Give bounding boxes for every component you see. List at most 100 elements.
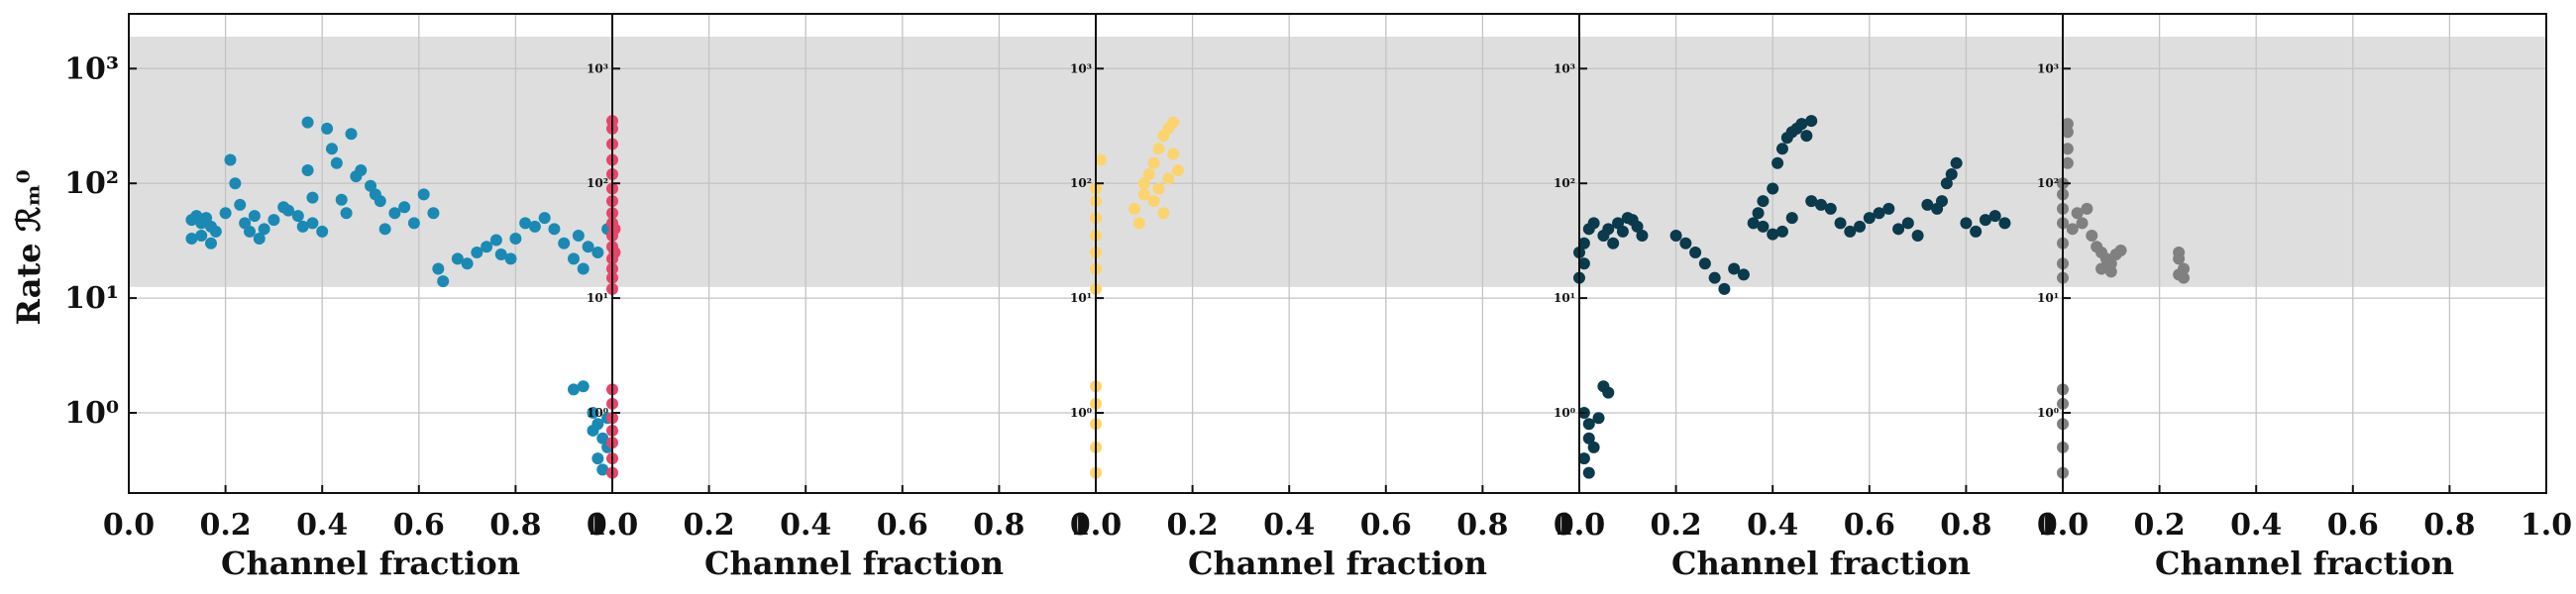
- data-point: [417, 188, 430, 201]
- data-point: [451, 252, 464, 265]
- data-point: [1757, 195, 1770, 208]
- data-point: [1607, 237, 1620, 249]
- data-point: [374, 195, 386, 208]
- data-point: [1805, 195, 1818, 208]
- y-tick-label: 10⁰: [1554, 406, 1575, 420]
- data-point: [185, 232, 198, 245]
- data-point: [1771, 156, 1784, 169]
- data-point: [2071, 207, 2084, 220]
- x-tick-label: 1.0: [1070, 508, 1122, 543]
- data-point: [1582, 432, 1595, 445]
- data-point: [248, 210, 261, 223]
- data-point: [1892, 223, 1905, 236]
- shaded-band: [1579, 36, 2063, 287]
- data-point: [1824, 202, 1837, 215]
- data-point: [234, 198, 247, 211]
- data-point: [325, 143, 338, 155]
- data-point: [577, 380, 590, 393]
- x-tick-label: 0.0: [103, 508, 155, 543]
- data-point: [209, 225, 222, 238]
- data-point: [407, 217, 420, 230]
- data-point: [587, 406, 599, 419]
- data-point: [1979, 214, 1991, 227]
- x-axis-label: Channel fraction: [1671, 544, 1971, 582]
- x-tick-label: 1.0: [2521, 508, 2572, 543]
- data-point: [330, 156, 343, 169]
- y-tick-label: 10⁰: [587, 406, 608, 420]
- data-point: [504, 252, 517, 265]
- data-point: [355, 163, 368, 176]
- data-point: [1708, 271, 1721, 284]
- data-point: [591, 246, 604, 258]
- x-axis-label: Channel fraction: [221, 544, 520, 582]
- data-point: [1834, 217, 1847, 230]
- y-tick-label: 10²: [2037, 176, 2059, 190]
- data-point: [301, 116, 314, 129]
- data-point: [1815, 198, 1827, 211]
- data-point: [2173, 252, 2186, 265]
- x-tick-label: 0.4: [780, 508, 831, 543]
- data-point: [2076, 217, 2089, 230]
- data-point: [1795, 118, 1808, 131]
- data-point: [2061, 126, 2074, 139]
- y-tick-label: 10¹: [1554, 291, 1575, 305]
- data-point: [1960, 217, 1973, 230]
- data-point: [1602, 223, 1615, 236]
- data-point: [471, 246, 483, 258]
- x-tick-label: 1.0: [2037, 508, 2089, 543]
- data-point: [253, 232, 266, 245]
- data-point: [1171, 163, 1184, 176]
- data-point: [2114, 244, 2127, 256]
- x-tick-label: 0.6: [393, 508, 445, 543]
- data-point: [1577, 257, 1590, 270]
- data-point: [388, 207, 401, 220]
- data-point: [1800, 130, 1813, 143]
- data-point: [558, 237, 571, 249]
- x-tick-label: 0.2: [683, 508, 734, 543]
- panel-frame: [2062, 13, 2547, 494]
- y-tick-label: 10²: [587, 176, 608, 190]
- data-point: [1921, 198, 1934, 211]
- data-point: [2061, 156, 2074, 169]
- data-point: [432, 262, 445, 275]
- data-point: [1582, 466, 1595, 479]
- data-point: [1137, 188, 1150, 201]
- x-tick-label: 0.2: [2133, 508, 2185, 543]
- data-point: [1873, 207, 1885, 220]
- data-point: [200, 212, 213, 225]
- panel-5: 10⁰ 10¹ 10² 10³ 0.0 0.2 0.4 0.6 0.8 1.0 Channel fr…: [2037, 13, 2572, 582]
- data-point: [1728, 262, 1741, 275]
- data-point: [437, 275, 450, 288]
- data-point: [345, 128, 358, 141]
- y-tick-label: 10³: [64, 51, 119, 86]
- data-point: [1901, 217, 1914, 230]
- x-tick-label: 0.8: [1940, 508, 1991, 543]
- panel-2: 10⁰ 10¹ 10² 10³ 0.0 0.2 0.4 0.6 0.8 1.0 Channel fr…: [587, 13, 1122, 582]
- data-point: [1616, 225, 1629, 238]
- panel-1: 10⁰ 10¹ 10² 10³ 0.0 0.2 0.4 0.6 0.8 1.0 Channel fr…: [64, 13, 638, 582]
- data-point: [2178, 271, 2190, 284]
- data-point: [398, 201, 411, 214]
- shaded-band: [1096, 36, 1579, 287]
- y-tick-label: 10¹: [64, 281, 119, 316]
- x-axis-label: Channel fraction: [704, 544, 1004, 582]
- y-tick-label: 10³: [1554, 61, 1575, 75]
- data-point: [2104, 265, 2117, 278]
- x-axis-label: Channel fraction: [2155, 544, 2454, 582]
- data-point: [1936, 195, 1948, 208]
- data-point: [1775, 143, 1788, 155]
- panel-4: 10⁰ 10¹ 10² 10³ 0.0 0.2 0.4 0.6 0.8 1.0 Channel fr…: [1554, 13, 2089, 582]
- data-point: [1147, 156, 1160, 169]
- data-point: [489, 234, 502, 247]
- data-point: [1128, 202, 1141, 215]
- x-tick-label: 0.2: [1650, 508, 1701, 543]
- data-point: [1863, 212, 1876, 225]
- x-tick-label: 0.6: [1844, 508, 1895, 543]
- x-tick-label: 0.0: [1070, 508, 1122, 543]
- y-tick-label: 10⁰: [1070, 406, 1092, 420]
- data-point: [596, 463, 609, 476]
- data-point: [528, 220, 541, 233]
- x-tick-label: 0.6: [2327, 508, 2379, 543]
- data-point: [567, 252, 580, 265]
